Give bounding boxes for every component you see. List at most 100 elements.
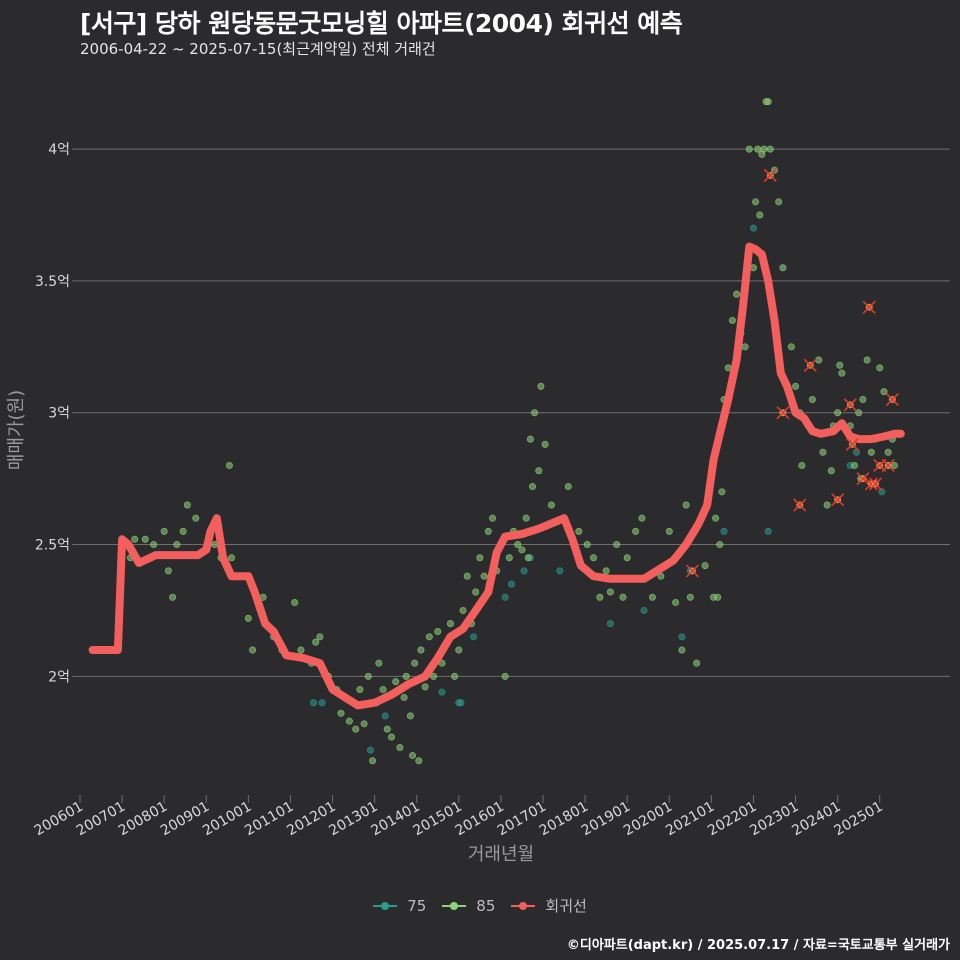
point-85 [415, 757, 423, 765]
point-85 [716, 541, 724, 549]
point-85 [488, 514, 496, 522]
outlier-cross-b [881, 458, 895, 473]
y-tick-label: 2억 [48, 669, 70, 685]
point-85 [522, 514, 530, 522]
legend-label-85: 85 [476, 896, 496, 915]
x-tick-label: 202501 [831, 799, 885, 840]
point-85 [369, 757, 377, 765]
point-85 [524, 554, 532, 562]
point-85 [834, 409, 842, 417]
point-85 [678, 646, 686, 654]
point-85 [396, 744, 404, 752]
point-85 [316, 633, 324, 641]
point-85 [850, 461, 858, 469]
point-85 [411, 659, 419, 667]
point-85 [291, 599, 299, 607]
point-85 [417, 646, 425, 654]
point-85 [632, 527, 640, 535]
point-85 [526, 435, 534, 443]
legend-item-75: 75 [373, 897, 426, 915]
point-85 [823, 501, 831, 509]
point-85 [375, 659, 383, 667]
outlier-cross-b [856, 472, 870, 486]
point-85 [819, 448, 827, 456]
point-85 [160, 527, 168, 535]
point-75 [606, 620, 614, 628]
source-footer: ©디아파트(dapt.kr) / 2025.07.17 / 자료=국토교통부 실… [566, 938, 950, 953]
point-85 [421, 683, 429, 691]
point-85 [472, 588, 480, 596]
point-85 [425, 633, 433, 641]
point-85 [884, 448, 892, 456]
point-85 [808, 396, 816, 404]
point-75 [457, 699, 465, 707]
point-85 [564, 483, 572, 491]
point-85 [387, 733, 395, 741]
point-85 [434, 628, 442, 636]
point-85 [590, 554, 598, 562]
point-85 [686, 593, 694, 601]
point-85 [179, 527, 187, 535]
point-85 [859, 396, 867, 404]
outlier-marker [881, 458, 895, 473]
point-85 [345, 717, 353, 725]
legend-item-85: 85 [442, 897, 495, 915]
point-85 [836, 361, 844, 369]
point-85 [173, 541, 181, 549]
point-75 [853, 448, 861, 456]
point-85 [602, 567, 610, 575]
chart-title: [서구] 당하 원당동문굿모닝힐 아파트(2004) 회귀선 예측 [80, 9, 683, 38]
point-75 [438, 688, 446, 696]
point-85 [518, 546, 526, 554]
point-85 [760, 145, 768, 153]
point-85 [400, 693, 408, 701]
y-tick-label: 3.5억 [35, 274, 70, 290]
point-85 [297, 646, 305, 654]
point-85 [672, 599, 680, 607]
point-85 [701, 562, 709, 570]
point-85 [665, 527, 673, 535]
point-85 [718, 488, 726, 496]
y-axis-label: 매매가(원) [6, 390, 27, 470]
point-85 [756, 211, 764, 219]
point-85 [352, 725, 360, 733]
point-85 [430, 672, 438, 680]
outlier-marker [862, 300, 876, 314]
y-tick-labels: 2억 2.5억 3억 3.5억 4억 [35, 142, 70, 685]
outlier-cross-b [864, 477, 878, 491]
outlier-marker [885, 392, 899, 407]
point-85 [244, 614, 252, 622]
point-85 [890, 461, 898, 469]
point-75 [501, 593, 509, 601]
legend-label-regression: 회귀선 [545, 897, 587, 915]
point-85 [531, 409, 539, 417]
y-tick-label: 3억 [48, 406, 70, 422]
legend-key-75 [373, 899, 398, 913]
point-85 [728, 316, 736, 324]
point-85 [312, 638, 320, 646]
point-75 [678, 633, 686, 641]
point-85 [714, 593, 722, 601]
outlier-cross-b [862, 300, 876, 314]
point-85 [192, 514, 200, 522]
outlier-cross-b [763, 168, 777, 183]
point-85 [484, 527, 492, 535]
point-85 [779, 264, 787, 272]
point-85 [733, 290, 741, 298]
point-85 [480, 572, 488, 580]
point-85 [409, 751, 417, 759]
point-85 [764, 98, 772, 106]
series-85-points [127, 98, 898, 765]
outlier-marker [845, 437, 859, 451]
regression-line [88, 242, 905, 710]
point-85 [863, 356, 871, 364]
outlier-cross-b [868, 477, 883, 491]
point-75 [764, 527, 772, 535]
point-85 [876, 364, 884, 372]
point-85 [514, 541, 522, 549]
point-85 [798, 461, 806, 469]
point-85 [183, 501, 191, 509]
x-tick-labels: 2006012007012008012009012010012011012012… [32, 799, 886, 840]
point-85 [164, 567, 172, 575]
